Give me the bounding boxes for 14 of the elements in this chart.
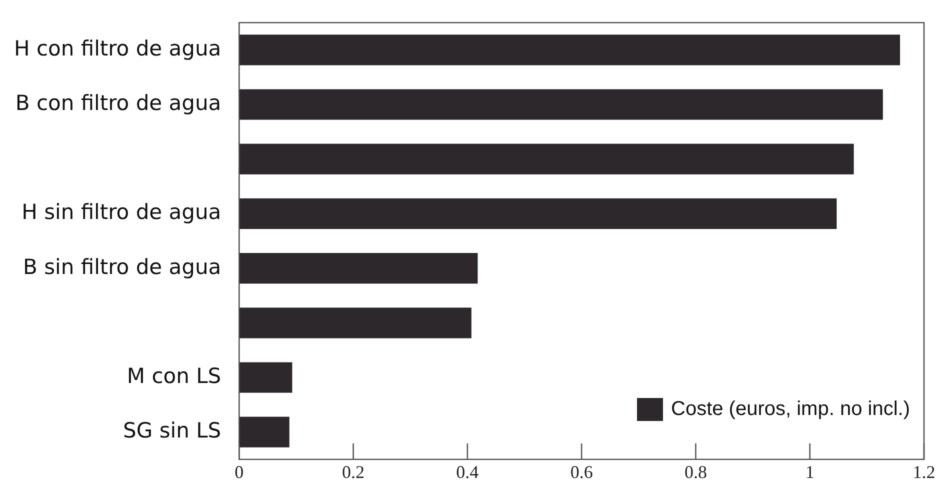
y-tick-label: H sin filtro de agua [22, 200, 222, 224]
x-tick-label: 0.8 [684, 462, 707, 482]
y-tick-label: B con filtro de agua [15, 90, 222, 115]
y-tick-label: M con LS [126, 364, 222, 388]
x-tick-label: 0.6 [570, 462, 593, 482]
legend-label: Coste (euros, imp. no incl.) [671, 398, 910, 422]
x-tick-label: 0.4 [456, 462, 479, 482]
x-tick-label: 1.2 [912, 462, 936, 482]
x-tick-label: 0.2 [342, 462, 365, 482]
x-tick-label: 0 [234, 462, 244, 482]
y-tick-label: H con filtro de agua [14, 36, 222, 60]
y-tick-label: SG sin LS [123, 418, 222, 443]
y-tick-label: B sin filtro de agua [23, 254, 222, 279]
x-tick-label: 1 [805, 462, 814, 482]
